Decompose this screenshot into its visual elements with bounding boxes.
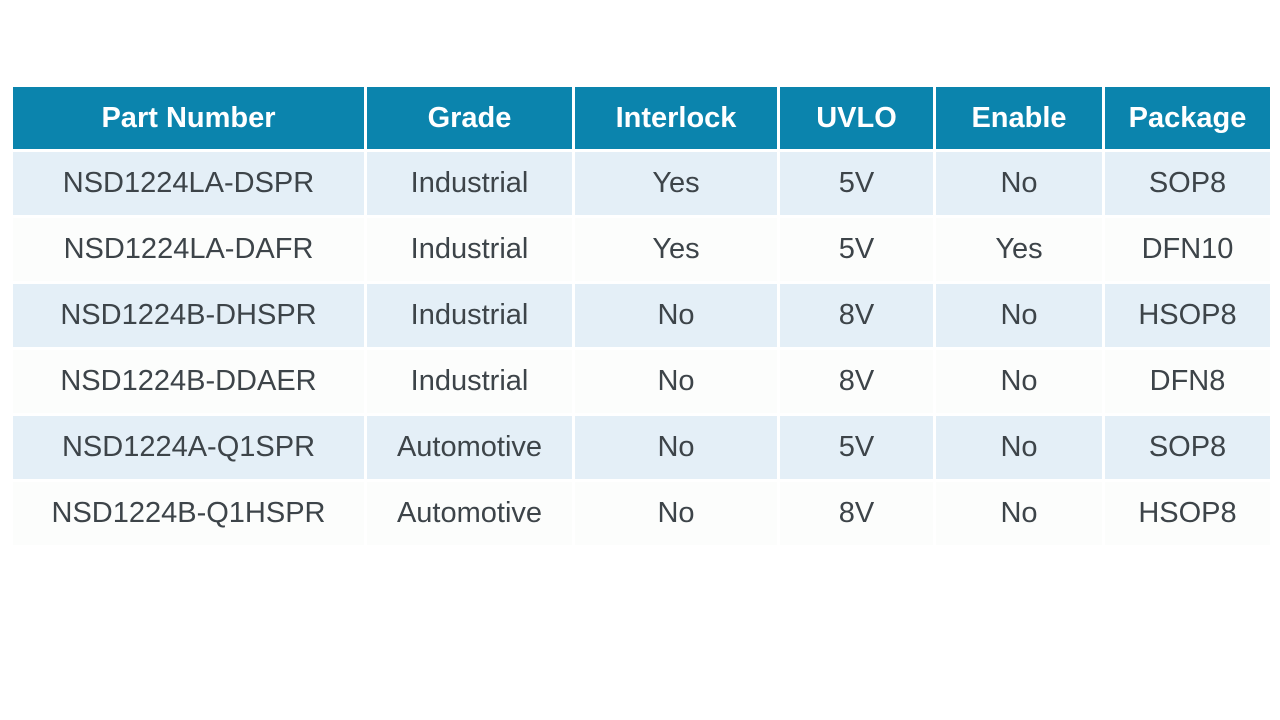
column-header: Part Number — [10, 84, 367, 152]
table-body: NSD1224LA-DSPR Industrial Yes 5V No SOP8 NSD12… — [10, 149, 1273, 548]
table-cell: Automotive — [364, 413, 575, 482]
table-cell: DFN8 — [1102, 347, 1273, 416]
table-cell: No — [572, 479, 780, 548]
table-cell: NSD1224B-Q1HSPR — [10, 479, 367, 548]
table-cell: HSOP8 — [1102, 281, 1273, 350]
table-row: NSD1224B-Q1HSPR Automotive No 8V No HSOP8 — [10, 479, 1273, 548]
table-cell: NSD1224LA-DSPR — [10, 149, 367, 218]
table-cell: No — [572, 413, 780, 482]
table-cell: No — [572, 347, 780, 416]
table-cell: NSD1224A-Q1SPR — [10, 413, 367, 482]
table-row: NSD1224LA-DAFR Industrial Yes 5V Yes DFN10 — [10, 215, 1273, 284]
table-cell: Industrial — [364, 281, 575, 350]
table-cell: No — [933, 347, 1105, 416]
table-cell: 8V — [777, 347, 936, 416]
table-cell: No — [933, 413, 1105, 482]
table-cell: 8V — [777, 281, 936, 350]
table-row: NSD1224B-DHSPR Industrial No 8V No HSOP8 — [10, 281, 1273, 350]
table-cell: 5V — [777, 413, 936, 482]
table-row: NSD1224LA-DSPR Industrial Yes 5V No SOP8 — [10, 149, 1273, 218]
table-cell: 5V — [777, 215, 936, 284]
table-row: NSD1224A-Q1SPR Automotive No 5V No SOP8 — [10, 413, 1273, 482]
table-row: NSD1224B-DDAER Industrial No 8V No DFN8 — [10, 347, 1273, 416]
table-cell: No — [572, 281, 780, 350]
table-cell: Yes — [572, 149, 780, 218]
table-cell: Automotive — [364, 479, 575, 548]
column-header: Package — [1102, 84, 1273, 152]
table-cell: NSD1224LA-DAFR — [10, 215, 367, 284]
table-cell: 8V — [777, 479, 936, 548]
column-header: Interlock — [572, 84, 780, 152]
product-selection-table: Part Number Grade Interlock UVLO Enable Packa… — [10, 84, 1273, 548]
table-cell: NSD1224B-DDAER — [10, 347, 367, 416]
table-cell: Industrial — [364, 215, 575, 284]
table-cell: No — [933, 149, 1105, 218]
table-cell: DFN10 — [1102, 215, 1273, 284]
table-cell: Industrial — [364, 149, 575, 218]
column-header: UVLO — [777, 84, 936, 152]
table-cell: No — [933, 479, 1105, 548]
table-cell: NSD1224B-DHSPR — [10, 281, 367, 350]
table-cell: Yes — [572, 215, 780, 284]
product-table-container: Part Number Grade Interlock UVLO Enable Packa… — [10, 84, 1273, 548]
table-cell: SOP8 — [1102, 413, 1273, 482]
table-cell: HSOP8 — [1102, 479, 1273, 548]
table-cell: No — [933, 281, 1105, 350]
table-header-row: Part Number Grade Interlock UVLO Enable Packa… — [10, 84, 1273, 152]
table-cell: SOP8 — [1102, 149, 1273, 218]
column-header: Grade — [364, 84, 575, 152]
table-header: Part Number Grade Interlock UVLO Enable Packa… — [10, 84, 1273, 152]
table-cell: Yes — [933, 215, 1105, 284]
table-cell: Industrial — [364, 347, 575, 416]
column-header: Enable — [933, 84, 1105, 152]
table-cell: 5V — [777, 149, 936, 218]
